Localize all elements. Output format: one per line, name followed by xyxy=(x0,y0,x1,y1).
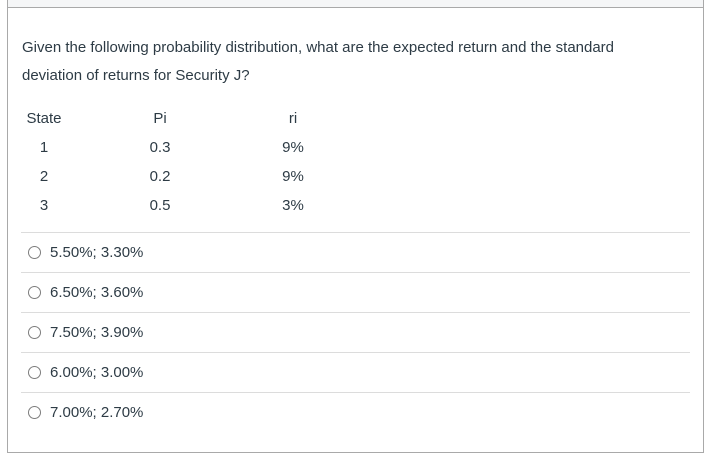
table-header-state: State xyxy=(26,110,62,127)
table-row: 3 0.5 3% xyxy=(22,191,332,220)
answer-option-2[interactable]: 6.50%; 3.60% xyxy=(21,272,690,312)
radio-icon[interactable] xyxy=(28,326,41,339)
table-row: 2 0.2 9% xyxy=(22,162,332,191)
cell-ri: 9% xyxy=(282,139,304,156)
answer-option-label: 6.50%; 3.60% xyxy=(50,284,144,301)
table-header-pi: Pi xyxy=(153,110,167,127)
cell-state: 1 xyxy=(39,139,49,156)
question-header-bar xyxy=(8,0,703,8)
question-content: Given the following probability distribu… xyxy=(8,34,703,220)
question-box: Given the following probability distribu… xyxy=(7,0,704,453)
answer-option-1[interactable]: 5.50%; 3.30% xyxy=(21,232,690,272)
answer-option-label: 5.50%; 3.30% xyxy=(50,244,144,261)
question-text: Given the following probability distribu… xyxy=(22,39,615,84)
table-row: 1 0.3 9% xyxy=(22,133,332,162)
radio-icon[interactable] xyxy=(28,286,41,299)
cell-state: 3 xyxy=(39,197,49,214)
answer-option-3[interactable]: 7.50%; 3.90% xyxy=(21,312,690,352)
cell-ri: 3% xyxy=(282,197,304,214)
table-header-row: State Pi ri xyxy=(22,104,332,133)
answer-option-label: 6.00%; 3.00% xyxy=(50,364,144,381)
cell-pi: 0.3 xyxy=(149,139,171,156)
answer-options-list: 5.50%; 3.30% 6.50%; 3.60% 7.50%; 3.90% 6… xyxy=(21,232,690,432)
cell-state: 2 xyxy=(39,168,49,185)
cell-pi: 0.2 xyxy=(149,168,171,185)
radio-icon[interactable] xyxy=(28,366,41,379)
cell-ri: 9% xyxy=(282,168,304,185)
answer-option-label: 7.50%; 3.90% xyxy=(50,324,144,341)
probability-distribution-table: State Pi ri 1 0.3 9% 2 0.2 9% 3 0.5 xyxy=(22,104,332,220)
answer-option-5[interactable]: 7.00%; 2.70% xyxy=(21,392,690,432)
answer-option-4[interactable]: 6.00%; 3.00% xyxy=(21,352,690,392)
cell-pi: 0.5 xyxy=(149,197,171,214)
table-header-ri: ri xyxy=(288,110,298,127)
answer-option-label: 7.00%; 2.70% xyxy=(50,404,144,421)
radio-icon[interactable] xyxy=(28,246,41,259)
radio-icon[interactable] xyxy=(28,406,41,419)
